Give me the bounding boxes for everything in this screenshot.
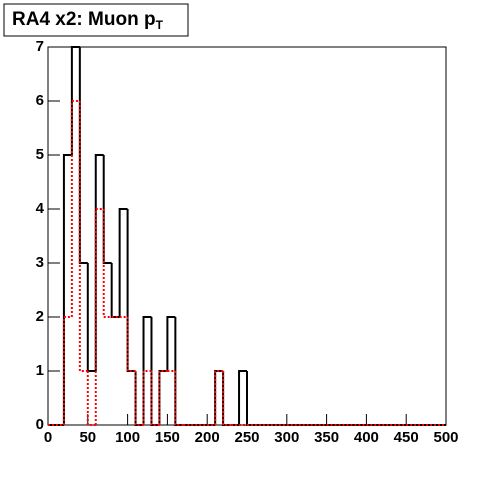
x-tick-label: 450 <box>394 429 419 446</box>
histogram-bin <box>94 208 104 425</box>
x-tick-label: 300 <box>274 429 299 446</box>
histogram-bin <box>166 316 176 371</box>
title-box <box>3 3 189 37</box>
histogram-bin <box>222 371 232 426</box>
title-main: RA4 x2: Muon p <box>12 9 156 30</box>
x-tick-label: 400 <box>354 429 379 446</box>
histogram-bin <box>134 371 144 426</box>
chart-title: RA4 x2: Muon pT <box>12 9 164 32</box>
x-tick-label: 250 <box>234 429 259 446</box>
histogram-bin <box>214 370 224 425</box>
histogram-bin <box>102 209 112 318</box>
histogram-bin <box>86 371 96 426</box>
histogram-bin <box>62 316 72 425</box>
x-tick-label: 100 <box>115 429 140 446</box>
x-tick-label: 50 <box>79 429 96 446</box>
title-subscript: T <box>156 18 164 32</box>
y-tick-label: 2 <box>36 308 44 325</box>
histogram-bin <box>158 370 168 425</box>
y-tick-label: 4 <box>36 200 45 217</box>
y-tick-label: 5 <box>36 146 44 163</box>
histogram-bin <box>70 100 80 317</box>
histogram-bin <box>174 371 184 426</box>
y-tick-label: 1 <box>36 362 44 379</box>
histogram-bin <box>78 101 88 372</box>
x-tick-label: 0 <box>44 429 52 446</box>
histogram-bin <box>150 371 160 426</box>
y-tick-label: 6 <box>36 92 44 109</box>
histogram-bin <box>142 370 152 425</box>
y-tick-label: 3 <box>36 254 44 271</box>
y-tick-label: 7 <box>36 38 44 55</box>
histogram-bin <box>126 317 136 372</box>
x-tick-label: 200 <box>195 429 220 446</box>
x-tick-label: 350 <box>314 429 339 446</box>
histogram-bin <box>118 208 128 317</box>
y-tick-label: 0 <box>36 416 44 433</box>
x-tick-label: 150 <box>155 429 180 446</box>
x-tick-label: 500 <box>433 429 458 446</box>
histogram-bin <box>238 370 247 425</box>
